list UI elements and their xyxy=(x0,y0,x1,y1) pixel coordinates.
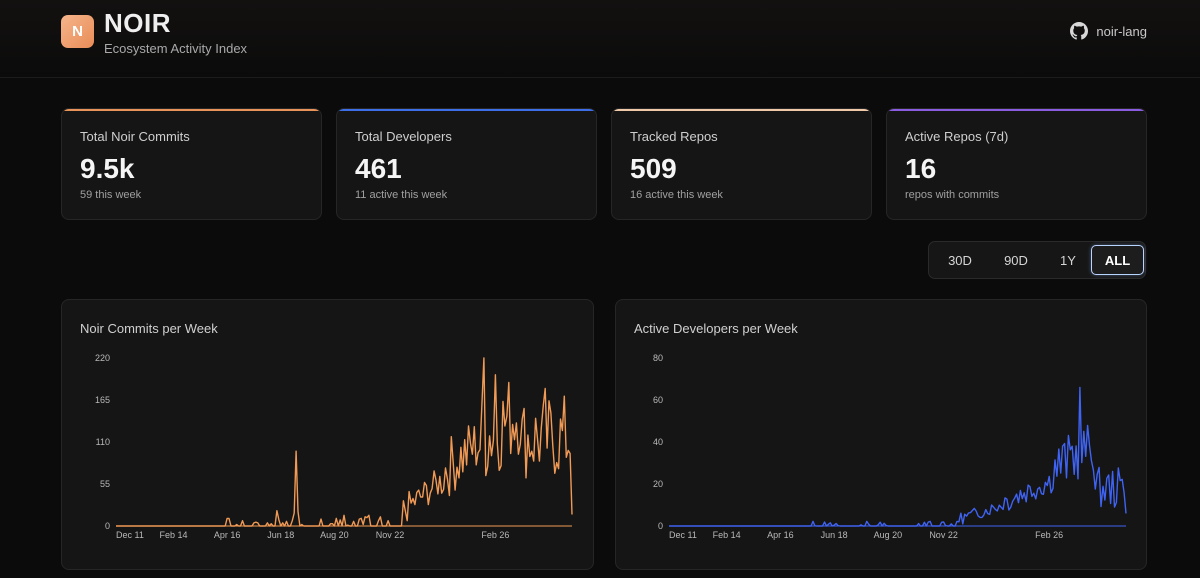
card-accent xyxy=(337,109,596,111)
stat-sub: 11 active this week xyxy=(355,189,448,201)
stat-label: Active Repos (7d) xyxy=(905,129,1009,144)
stat-sub: repos with commits xyxy=(905,189,1000,201)
stat-card-repos: Tracked Repos 509 16 active this week xyxy=(611,108,872,220)
x-tick-label: Feb 26 xyxy=(1035,530,1063,540)
range-button-all[interactable]: ALL xyxy=(1091,245,1144,275)
time-range-selector: 30D 90D 1Y ALL xyxy=(928,241,1146,279)
range-button-30d[interactable]: 30D xyxy=(948,252,972,268)
stat-sub: 59 this week xyxy=(80,189,142,201)
stat-label: Tracked Repos xyxy=(630,129,718,144)
stat-card-commits: Total Noir Commits 9.5k 59 this week xyxy=(61,108,322,220)
x-tick-label: Nov 22 xyxy=(376,530,405,540)
developers-chart-card: Active Developers per Week 0 20 40 60 80 Dec … xyxy=(615,299,1147,570)
commits-chart-card: Noir Commits per Week 0 55 110 165 220 Dec 11… xyxy=(61,299,594,570)
x-tick-label: Aug 20 xyxy=(874,530,903,540)
y-tick-label: 60 xyxy=(653,395,663,405)
commits-chart: 0 55 110 165 220 Dec 11 Feb 14 Apr 16 Jun 18 Aug … xyxy=(95,353,573,540)
stat-value: 9.5k xyxy=(80,153,135,184)
app-subtitle: Ecosystem Activity Index xyxy=(104,41,248,56)
x-tick-label: Dec 11 xyxy=(669,530,697,540)
developers-chart: 0 20 40 60 80 Dec 11 Feb 14 Apr 16 Jun 18 Aug 20 N… xyxy=(653,353,1127,540)
stat-label: Total Noir Commits xyxy=(80,129,190,144)
stat-value: 461 xyxy=(355,153,402,184)
y-tick-label: 0 xyxy=(105,521,110,531)
series-line xyxy=(116,357,573,527)
series-line xyxy=(669,386,1127,527)
y-tick-label: 80 xyxy=(653,353,663,363)
stat-value: 16 xyxy=(905,153,937,184)
y-tick-label: 0 xyxy=(658,521,663,531)
github-icon xyxy=(1070,22,1089,40)
github-label: noir-lang xyxy=(1096,23,1147,39)
y-tick-label: 40 xyxy=(653,437,663,447)
card-accent xyxy=(887,109,1146,111)
range-button-90d[interactable]: 90D xyxy=(1004,252,1028,268)
x-tick-label: Feb 26 xyxy=(481,530,509,540)
chart-title: Noir Commits per Week xyxy=(80,321,218,336)
y-tick-label: 220 xyxy=(95,353,110,363)
github-link[interactable]: noir-lang xyxy=(1070,22,1147,40)
card-accent xyxy=(62,109,321,111)
stat-label: Total Developers xyxy=(355,129,452,144)
stat-value: 509 xyxy=(630,153,677,184)
x-tick-label: Nov 22 xyxy=(929,530,958,540)
stat-sub: 16 active this week xyxy=(630,189,723,201)
y-tick-label: 55 xyxy=(100,479,110,489)
y-tick-label: 110 xyxy=(96,437,110,447)
x-tick-label: Jun 18 xyxy=(267,530,294,540)
x-tick-label: Feb 14 xyxy=(713,530,741,540)
x-tick-label: Jun 18 xyxy=(821,530,848,540)
top-header: N NOIR Ecosystem Activity Index noir-lan… xyxy=(0,0,1200,78)
y-tick-label: 165 xyxy=(95,395,110,405)
stat-card-developers: Total Developers 461 11 active this week xyxy=(336,108,597,220)
x-tick-label: Aug 20 xyxy=(320,530,349,540)
logo-letter: N xyxy=(72,23,83,40)
x-tick-label: Dec 11 xyxy=(116,530,144,540)
app-title: NOIR xyxy=(104,8,171,38)
x-tick-label: Apr 16 xyxy=(767,530,794,540)
stat-card-active-repos: Active Repos (7d) 16 repos with commits xyxy=(886,108,1147,220)
card-accent xyxy=(612,109,871,111)
chart-title: Active Developers per Week xyxy=(634,321,798,336)
y-tick-label: 20 xyxy=(653,479,663,489)
x-tick-label: Feb 14 xyxy=(159,530,187,540)
range-button-1y[interactable]: 1Y xyxy=(1060,252,1076,268)
logo-badge: N xyxy=(61,15,94,48)
x-tick-label: Apr 16 xyxy=(214,530,241,540)
